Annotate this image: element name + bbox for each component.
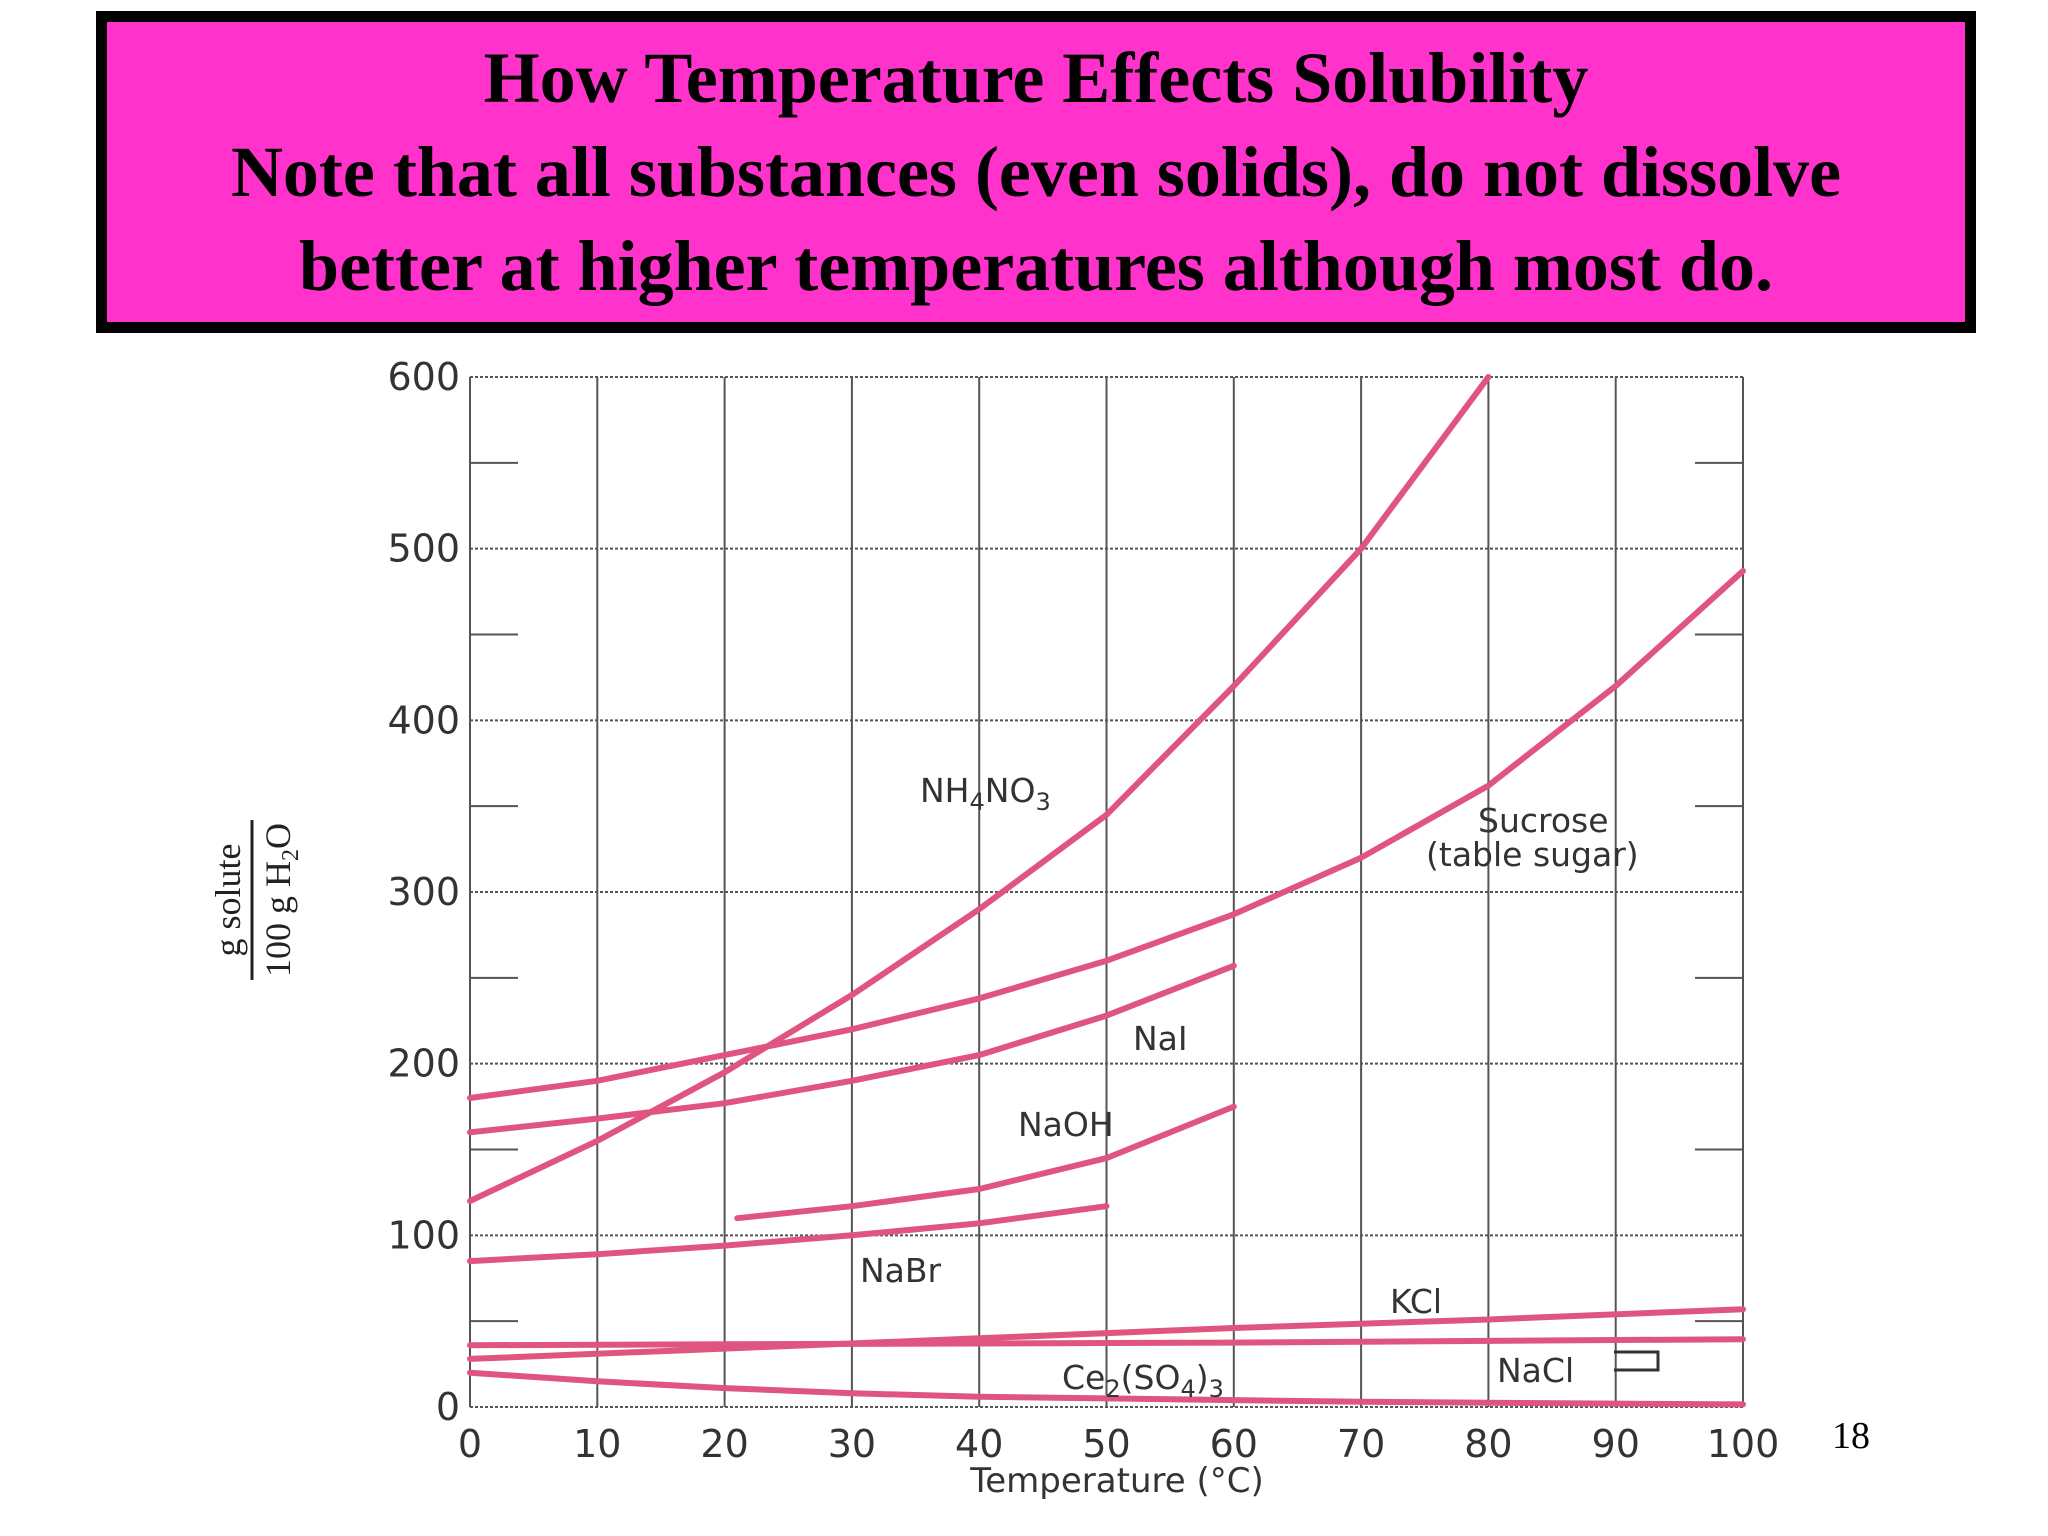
nacl-pointer bbox=[1614, 1350, 1660, 1372]
series-line-nacl bbox=[467, 1336, 1746, 1349]
x-tick-label: 20 bbox=[700, 1422, 748, 1466]
label-naoh: NaOH bbox=[1018, 1105, 1114, 1144]
title-banner: How Temperature Effects Solubility Note … bbox=[96, 11, 1976, 333]
series-line-nai bbox=[467, 962, 1237, 1136]
x-tick-label: 60 bbox=[1210, 1422, 1258, 1466]
x-tick-label: 0 bbox=[458, 1422, 482, 1466]
label-sucrose-line1: Sucrose bbox=[1478, 801, 1609, 840]
y-tick-label: 300 bbox=[387, 870, 460, 914]
label-kcl: KCl bbox=[1390, 1282, 1442, 1321]
title-line-3: better at higher temperatures although m… bbox=[299, 226, 1773, 306]
grid bbox=[469, 376, 1744, 1408]
y-axis-denominator: 100 g H2O bbox=[258, 823, 304, 977]
y-axis-numerator: g solute bbox=[208, 844, 248, 957]
x-tick-label: 70 bbox=[1337, 1422, 1385, 1466]
title-line-2: Note that all substances (even solids), … bbox=[230, 132, 1842, 212]
x-tick-label: 50 bbox=[1082, 1422, 1130, 1466]
series-line-nh4no3 bbox=[467, 374, 1492, 1204]
x-tick-label: 10 bbox=[573, 1422, 621, 1466]
y-axis-title: g solute 100 g H2O bbox=[208, 820, 304, 980]
label-nai: NaI bbox=[1133, 1019, 1188, 1058]
x-axis-title: Temperature (°C) bbox=[969, 1461, 1263, 1501]
y-tick-label: 500 bbox=[387, 527, 460, 571]
series-line-ce2-so4-3 bbox=[467, 1369, 1746, 1408]
x-tick-label: 100 bbox=[1707, 1422, 1780, 1466]
y-tick-label: 200 bbox=[387, 1042, 460, 1086]
series-line-sucrose-table-sugar bbox=[467, 568, 1746, 1101]
series-line-naoh bbox=[734, 1103, 1237, 1222]
x-tick-label: 90 bbox=[1592, 1422, 1640, 1466]
page-number: 18 bbox=[1832, 1415, 1870, 1457]
x-tick-label: 40 bbox=[955, 1422, 1003, 1466]
tick-labels: 0 10 20 30 40 50 60 70 80 90 100 0 100 200 300 400 500 60… bbox=[387, 355, 1779, 1466]
y-tick-label: 400 bbox=[387, 698, 460, 742]
x-tick-label: 30 bbox=[828, 1422, 876, 1466]
label-nabr: NaBr bbox=[860, 1251, 942, 1290]
label-ce2so43: Ce2(SO4)3 bbox=[1062, 1358, 1224, 1403]
y-tick-label: 600 bbox=[387, 355, 460, 399]
label-nacl: NaCl bbox=[1497, 1351, 1574, 1390]
title-line-1: How Temperature Effects Solubility bbox=[483, 38, 1589, 118]
series-line-kcl bbox=[467, 1306, 1746, 1362]
label-sucrose-line2: (table sugar) bbox=[1426, 835, 1639, 874]
y-tick-label: 100 bbox=[387, 1213, 460, 1257]
x-tick-label: 80 bbox=[1464, 1422, 1512, 1466]
y-tick-label: 0 bbox=[436, 1385, 460, 1429]
label-nh4no3: NH4NO3 bbox=[920, 771, 1051, 816]
series-line-nabr bbox=[467, 1203, 1110, 1265]
series-lines bbox=[467, 374, 1746, 1408]
